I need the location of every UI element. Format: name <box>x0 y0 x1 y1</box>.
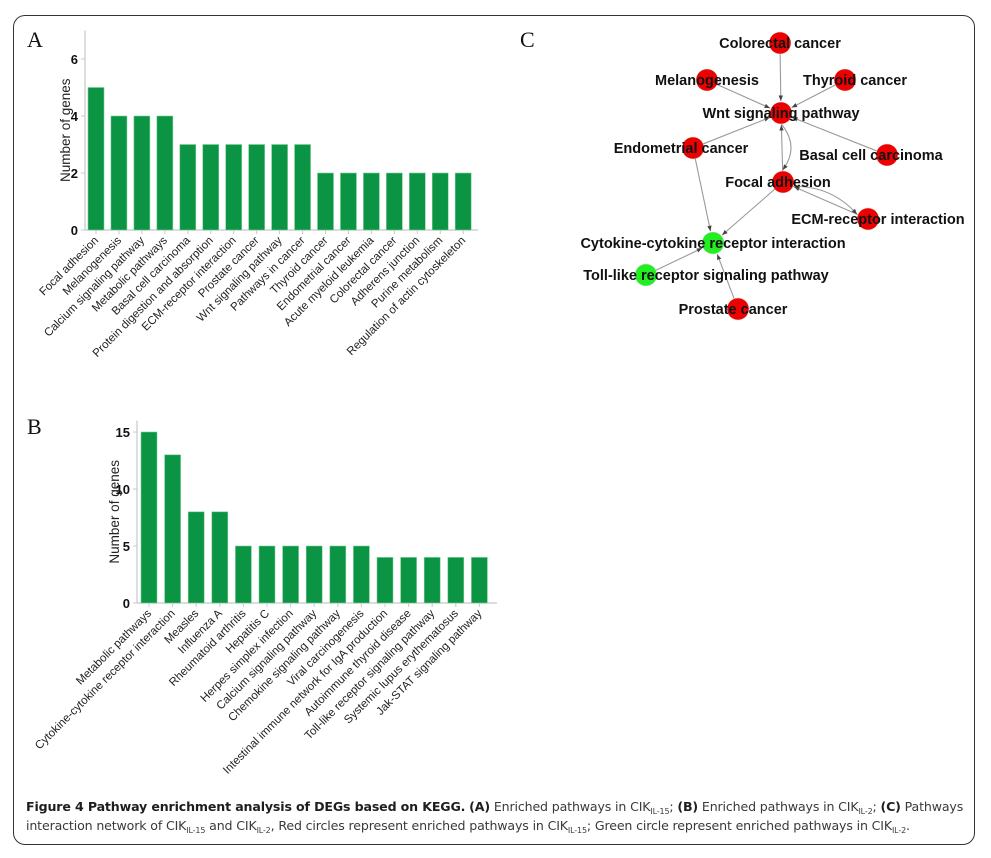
caption-sub: IL-15 <box>567 826 587 835</box>
network-node-label: Wnt signaling pathway <box>702 106 859 122</box>
caption-tag-c: (C) <box>880 799 901 814</box>
network-node <box>768 31 792 55</box>
network-node-label: Endometrial cancer <box>614 141 749 157</box>
network-edge <box>791 116 877 152</box>
panel-label-a: A <box>27 27 43 52</box>
network-edge <box>655 247 703 271</box>
caption-text-green: ; Green circle represent enriched pathwa… <box>586 818 892 833</box>
caption-sub: IL-2 <box>256 826 271 835</box>
y-tick-label: 15 <box>116 425 130 440</box>
caption-sub: IL-2 <box>858 807 873 816</box>
network-node <box>701 231 725 255</box>
network-edge <box>778 53 783 102</box>
panel-label-c: C <box>520 27 535 52</box>
y-tick-label: 6 <box>71 52 78 67</box>
network-edge <box>694 158 712 232</box>
network-edge <box>716 83 771 109</box>
network-node-label: Prostate cancer <box>679 302 788 318</box>
figure-frame <box>13 15 975 845</box>
y-axis-label: Number of genes <box>58 78 73 182</box>
network-node-label: Basal cell carcinoma <box>799 148 943 164</box>
network-node-label: Melanogenesis <box>655 73 759 89</box>
y-tick-label: 2 <box>71 166 78 181</box>
network-node <box>695 68 719 92</box>
caption-title: Figure 4 Pathway enrichment analysis of … <box>26 799 466 814</box>
network-node <box>875 143 899 167</box>
network-node <box>769 101 793 125</box>
caption-sub: IL-15 <box>650 807 670 816</box>
network-node <box>681 136 705 160</box>
network-edge <box>793 186 859 216</box>
caption-text-and: and CIK <box>205 818 257 833</box>
caption-text-red: , Red circles represent enriched pathway… <box>270 818 568 833</box>
caption-sub: IL-15 <box>186 826 206 835</box>
y-tick-label: 0 <box>123 596 130 611</box>
network-node <box>726 297 750 321</box>
network-edge <box>779 124 784 172</box>
network-node <box>833 68 857 92</box>
network-node-label: Colorectal cancer <box>719 36 841 52</box>
network-node-label: Toll-like receptor signaling pathway <box>583 268 828 284</box>
network-node-label: Thyroid cancer <box>803 73 907 89</box>
caption-tag-a: (A) <box>469 799 490 814</box>
network-node-label: Focal adhesion <box>725 175 831 191</box>
caption-sep: ; <box>669 799 678 814</box>
y-tick-label: 5 <box>123 539 130 554</box>
network-edge <box>791 84 836 108</box>
network-edge <box>716 254 735 299</box>
caption-sub: IL-2 <box>891 826 907 835</box>
y-tick-label: 4 <box>71 109 79 124</box>
network-edge <box>793 185 858 215</box>
network-node <box>856 207 880 231</box>
network-node-label: Cytokine-cytokine receptor interaction <box>580 236 845 252</box>
network-edge <box>780 123 792 171</box>
caption-text-b: Enriched pathways in CIK <box>698 799 859 814</box>
network-node <box>634 263 658 287</box>
y-tick-label: 0 <box>71 223 78 238</box>
caption-sep: ; <box>872 799 881 814</box>
caption-tag-b: (B) <box>677 799 699 814</box>
caption-end: . <box>906 818 910 833</box>
y-axis-label: Number of genes <box>107 460 122 564</box>
y-tick-label: 10 <box>116 482 130 497</box>
figure-caption: Figure 4 Pathway enrichment analysis of … <box>26 797 976 835</box>
caption-text-c: Pathways interaction network of CIK <box>26 799 964 833</box>
network-edge <box>721 188 776 236</box>
network-edge <box>703 116 771 145</box>
network-node <box>771 170 795 194</box>
network-node-label: ECM-receptor interaction <box>791 212 964 228</box>
caption-text-a: Enriched pathways in CIK <box>489 799 651 814</box>
panel-label-b: B <box>27 414 42 439</box>
